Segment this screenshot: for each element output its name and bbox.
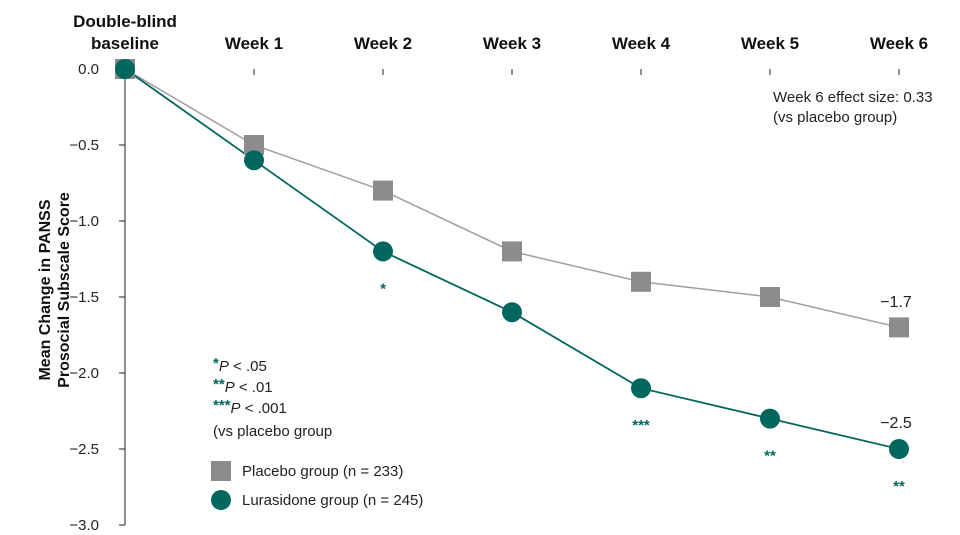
x-axis-category-labels: Double-blind baseline Week 1 Week 2 Week 3 We… [73, 12, 928, 53]
legend-placebo-swatch [211, 461, 231, 481]
x-category-label-line: Double-blind [73, 12, 177, 31]
significance-legend-threshold: < .01 [235, 379, 273, 396]
y-axis-title-line: Mean Change in PANSS [37, 199, 54, 380]
x-axis-ticks [253, 69, 900, 75]
y-tick-label: −2.0 [69, 365, 99, 382]
x-category-label-line: Week 1 [225, 34, 283, 53]
placebo-point [502, 241, 522, 262]
significance-legend-item: ***P < .001 [213, 397, 287, 417]
y-axis-title: Mean Change in PANSS Prosocial Subscale S… [37, 192, 73, 388]
y-axis-label: Mean Change in PANSS Prosocial Subscale S… [37, 192, 73, 388]
y-axis: 0.0 −0.5 −1.0 −1.5 −2.0 −2.5 −3.0 [69, 61, 126, 534]
y-tick-label: −0.5 [69, 137, 99, 154]
y-axis-title-line: Prosocial Subscale Score [56, 192, 73, 388]
significance-marker: ** [893, 478, 905, 495]
significance-legend-p: P [225, 379, 235, 396]
lurasidone-point [760, 408, 780, 429]
significance-legend-stars: ** [213, 376, 225, 393]
lurasidone-point [115, 59, 135, 79]
x-category-label: Week 1 [225, 34, 283, 53]
y-tick-label: −1.5 [69, 289, 99, 306]
significance-legend-stars: * [213, 355, 219, 372]
lurasidone-point [244, 150, 264, 171]
significance-marker: * [380, 280, 386, 297]
placebo-point [631, 271, 651, 292]
significance-stars: ******** [380, 280, 905, 495]
significance-legend-item: **P < .01 [213, 376, 273, 396]
significance-legend-note: (vs placebo group [213, 423, 332, 440]
end-value-label: −1.7 [880, 294, 912, 311]
significance-legend-p: P [231, 400, 241, 417]
placebo-point [889, 317, 909, 338]
significance-legend-p: P [219, 358, 229, 375]
x-category-label: Week 2 [354, 34, 412, 53]
lurasidone-point [889, 439, 909, 459]
end-value-labels: −1.7 −2.5 [880, 294, 912, 432]
significance-legend: *P < .05**P < .01***P < .001(vs placebo … [213, 355, 332, 440]
legend-label: Placebo group (n = 233) [242, 463, 403, 480]
x-category-label: Week 6 [870, 34, 928, 53]
lurasidone-point [631, 378, 651, 399]
x-category-label: Week 5 [741, 34, 799, 53]
series-markers [115, 59, 909, 459]
significance-legend-item: *P < .05 [213, 355, 267, 375]
significance-legend-stars: *** [213, 397, 231, 414]
y-tick-label: −1.0 [69, 213, 99, 230]
placebo-point [373, 180, 393, 201]
x-category-label-line: Week 2 [354, 34, 412, 53]
placebo-point [760, 287, 780, 307]
legend-lurasidone-swatch [211, 490, 231, 510]
y-tick-label: 0.0 [78, 61, 99, 78]
significance-legend-threshold: < .001 [241, 400, 287, 417]
effect-size-line: Week 6 effect size: 0.33 [773, 89, 933, 106]
x-category-label-line: Week 6 [870, 34, 928, 53]
legend-label: Lurasidone group (n = 245) [242, 492, 423, 509]
y-tick-label: −3.0 [69, 517, 99, 534]
significance-legend-threshold: < .05 [229, 358, 267, 375]
x-category-label-line: Week 5 [741, 34, 799, 53]
end-value-label: −2.5 [880, 415, 912, 432]
legend: Placebo group (n = 233) Lurasidone group … [211, 461, 423, 510]
x-category-label-line: baseline [91, 34, 159, 53]
effect-size-line: (vs placebo group) [773, 109, 897, 126]
effect-size-annotation: Week 6 effect size: 0.33 (vs placebo grou… [773, 89, 933, 126]
x-category-label: Week 4 [612, 34, 671, 53]
significance-marker: ** [764, 448, 776, 465]
series-line-placebo [124, 68, 900, 329]
x-category-label: Double-blind baseline [73, 12, 177, 53]
x-category-label: Week 3 [483, 34, 541, 53]
lurasidone-point [373, 241, 393, 262]
lurasidone-point [502, 302, 522, 323]
x-category-label-line: Week 4 [612, 34, 671, 53]
placebo-point [244, 135, 264, 155]
significance-marker: *** [632, 417, 650, 434]
y-tick-label: −2.5 [69, 441, 99, 458]
x-category-label-line: Week 3 [483, 34, 541, 53]
